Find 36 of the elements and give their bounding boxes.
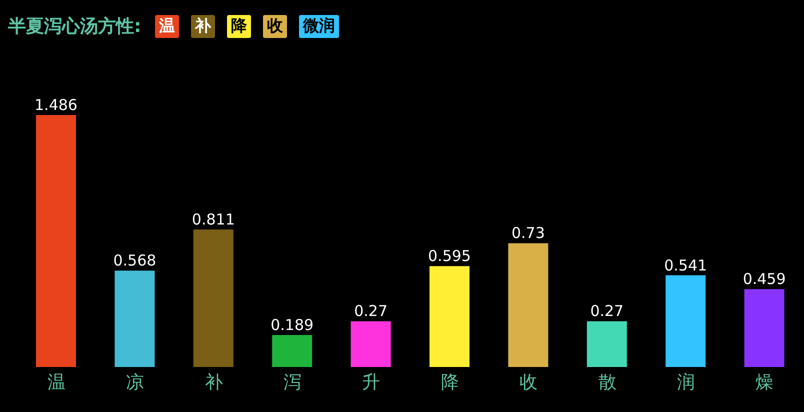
- bar: [350, 321, 391, 367]
- x-tick-label: 降: [440, 372, 459, 393]
- x-tick-label: 补: [204, 372, 223, 393]
- chart-title: 半夏泻心汤方性:: [8, 15, 142, 38]
- data-label: 0.27: [354, 302, 388, 320]
- text: 补: [191, 14, 216, 38]
- bar: [114, 270, 155, 367]
- bar: [430, 266, 470, 367]
- data-label: 0.568: [113, 252, 156, 270]
- bar: [272, 334, 312, 367]
- data-label: 0.541: [664, 256, 708, 274]
- bar: [193, 229, 234, 367]
- data-label: 0.27: [590, 302, 624, 320]
- data-label: 1.486: [34, 96, 78, 114]
- data-label: 0.595: [428, 247, 471, 266]
- data-label: 0.459: [742, 270, 786, 288]
- x-tick-label: 润: [676, 372, 695, 393]
- text: 收: [263, 14, 288, 38]
- text: 微润: [299, 14, 340, 38]
- text: 降: [227, 14, 252, 38]
- bar: [744, 289, 784, 367]
- x-tick-label: 泻: [283, 372, 302, 393]
- bar: [586, 321, 627, 367]
- x-tick-label: 收: [520, 372, 538, 393]
- data-label: 0.811: [192, 210, 235, 228]
- x-tick-label: 散: [598, 372, 616, 393]
- x-tick-label: 凉: [126, 372, 144, 393]
- x-tick-label: 升: [362, 372, 380, 393]
- bar: [36, 115, 76, 367]
- text: 温: [155, 14, 180, 38]
- data-label: 0.73: [511, 224, 545, 242]
- data-label: 0.189: [270, 316, 314, 334]
- bar: [508, 243, 548, 367]
- bar: [666, 275, 706, 367]
- x-tick-label: 燥: [756, 372, 774, 393]
- x-tick-label: 温: [47, 372, 66, 393]
